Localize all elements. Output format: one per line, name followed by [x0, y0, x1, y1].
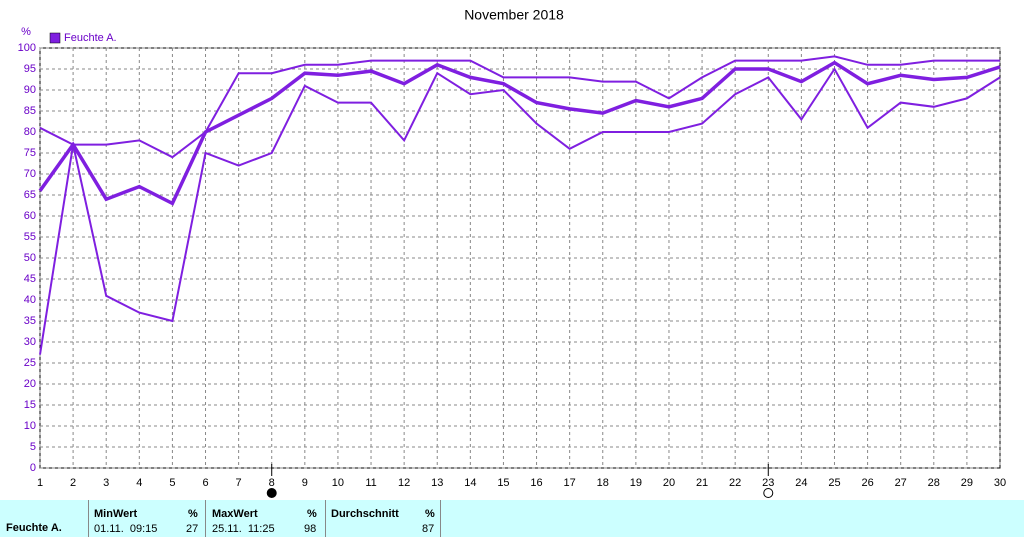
y-tick-label: 35 [24, 315, 36, 327]
series-line [39, 67, 1001, 355]
x-tick-label: 6 [202, 477, 208, 489]
y-tick-label: 40 [24, 294, 36, 306]
x-tick-label: 17 [564, 477, 576, 489]
y-tick-label: 95 [24, 63, 36, 75]
x-tick-label: 3 [103, 477, 109, 489]
y-tick-label: 10 [24, 420, 36, 432]
y-axis-label: % [21, 26, 31, 38]
series-line [38, 60, 1001, 206]
x-tick-label: 4 [136, 477, 142, 489]
separator [88, 500, 89, 537]
cell-value: 98 [304, 523, 317, 535]
cell-value: 27 [186, 523, 199, 535]
cell-value: 87 [422, 523, 435, 535]
y-tick-label: 20 [24, 378, 36, 390]
x-tick-label: 30 [994, 477, 1006, 489]
series-line [39, 55, 1000, 159]
x-tick-label: 24 [795, 477, 807, 489]
column-unit: % [307, 508, 317, 520]
column-unit: % [188, 508, 198, 520]
y-tick-label: 75 [24, 147, 36, 159]
x-tick-label: 2 [70, 477, 76, 489]
y-tick-label: 45 [24, 273, 36, 285]
x-tick-label: 12 [398, 477, 410, 489]
x-tick-label: 8 [269, 477, 275, 489]
moon-marker [266, 488, 277, 498]
y-tick-label: 25 [24, 357, 36, 369]
column-header: MaxWert [212, 508, 258, 520]
cell-date: 01.11. 09:15 [94, 523, 158, 535]
x-tick-label: 14 [464, 477, 476, 489]
y-tick-label: 50 [24, 252, 36, 264]
x-tick-label: 11 [365, 477, 376, 489]
x-tick-label: 5 [169, 477, 175, 489]
moon-marker [763, 488, 774, 498]
y-tick-label: 100 [18, 42, 36, 54]
x-tick-label: 9 [302, 477, 308, 489]
row-label: Feuchte A. [6, 522, 62, 534]
x-tick-label: 13 [431, 477, 443, 489]
y-tick-label: 55 [24, 231, 36, 243]
y-tick-label: 5 [30, 441, 36, 453]
x-tick-label: 19 [630, 477, 642, 489]
y-tick-label: 85 [24, 105, 36, 117]
chart: November 2018 % Feuchte A. 0510152025303… [18, 7, 1006, 498]
x-tick-label: 21 [696, 477, 708, 489]
column-header: MinWert [94, 508, 138, 520]
column-unit: % [425, 508, 435, 520]
y-tick-label: 30 [24, 336, 36, 348]
chart-title: November 2018 [464, 7, 564, 23]
x-tick-label: 27 [895, 477, 907, 489]
x-tick-label: 16 [530, 477, 542, 489]
x-tick-label: 7 [236, 477, 242, 489]
y-tick-label: 80 [24, 126, 36, 138]
separator [440, 500, 441, 537]
legend-swatch [49, 32, 61, 44]
x-tick-label: 20 [663, 477, 675, 489]
x-tick-label: 1 [37, 477, 43, 489]
y-tick-label: 70 [24, 168, 36, 180]
x-tick-label: 18 [597, 477, 609, 489]
x-tick-label: 29 [961, 477, 973, 489]
separator [325, 500, 326, 537]
cell-date: 25.11. 11:25 [212, 523, 275, 535]
y-tick-label: 90 [24, 84, 36, 96]
column-header: Durchschnitt [331, 508, 399, 520]
x-tick-label: 10 [332, 477, 344, 489]
y-tick-label: 0 [30, 462, 36, 474]
x-tick-label: 26 [861, 477, 873, 489]
summary-table: Feuchte A. MinWert % 01.11. 09:15 27 Max… [0, 500, 1024, 537]
y-tick-label: 15 [24, 399, 36, 411]
x-tick-label: 15 [497, 477, 509, 489]
x-tick-label: 28 [928, 477, 940, 489]
y-tick-label: 65 [24, 189, 36, 201]
x-tick-label: 22 [729, 477, 741, 489]
separator [205, 500, 206, 537]
x-tick-label: 25 [828, 477, 840, 489]
x-tick-label: 23 [762, 477, 774, 489]
y-tick-label: 60 [24, 210, 36, 222]
legend-label: Feuchte A. [64, 32, 117, 44]
